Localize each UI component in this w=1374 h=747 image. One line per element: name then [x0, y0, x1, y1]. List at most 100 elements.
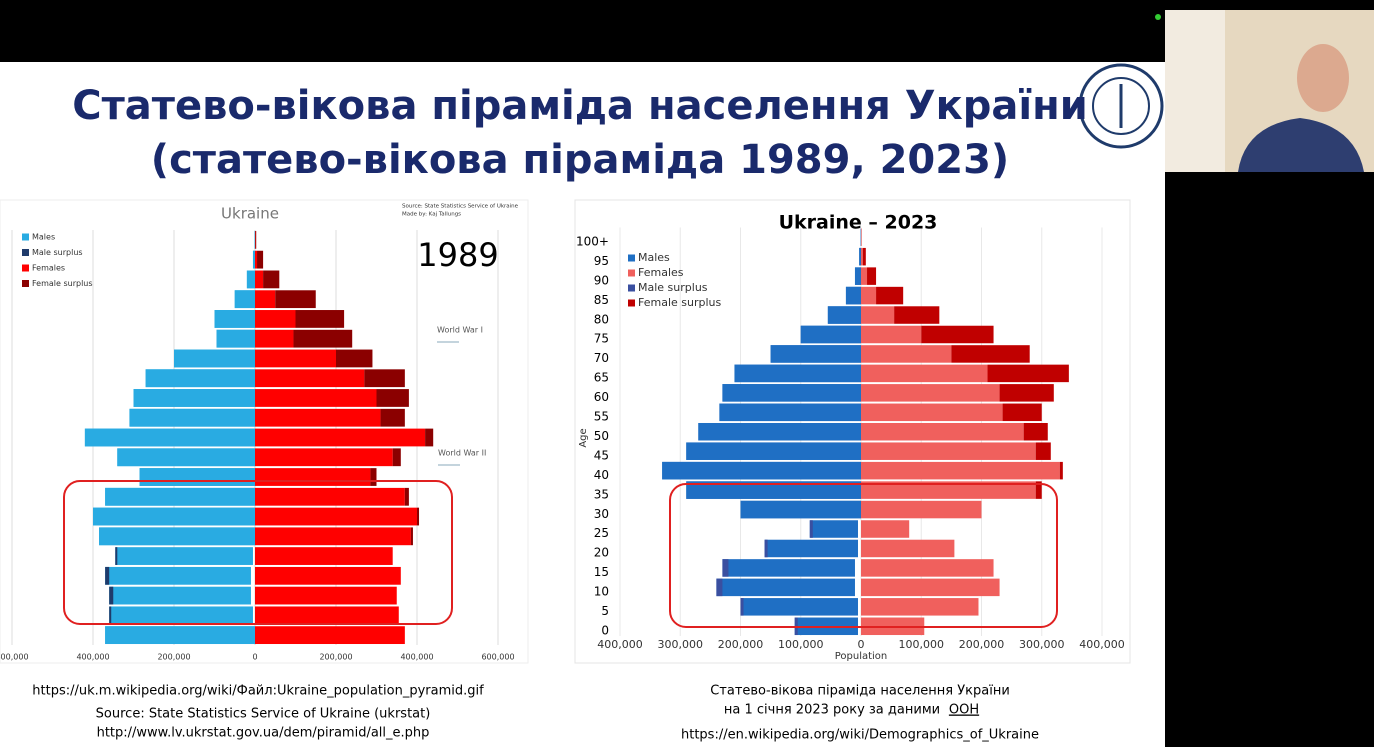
webcam-person-head: [1297, 44, 1349, 112]
y-tick-label: 80: [594, 312, 609, 326]
male-surplus-bar: [716, 578, 723, 597]
x-tick-label: 0: [858, 638, 865, 651]
female-bar: [255, 507, 417, 526]
x-tick-label: 400,000: [1079, 638, 1125, 651]
x-tick-label: 300,000: [658, 638, 704, 651]
female-bar: [255, 586, 397, 605]
y-tick-label: 5: [601, 604, 609, 618]
female-surplus-bar: [295, 310, 345, 328]
y-tick-label: 25: [594, 526, 609, 540]
male-bar: [139, 468, 255, 486]
male-bar: [145, 369, 255, 388]
y-tick-label: 15: [594, 565, 609, 579]
female-surplus-bar: [275, 290, 316, 309]
female-bar: [255, 468, 371, 486]
webcam-wall: [1165, 10, 1225, 172]
webcam-person-body: [1238, 118, 1364, 172]
female-surplus-bar: [425, 428, 434, 447]
female-surplus-bar: [404, 487, 409, 506]
female-surplus-bar: [410, 527, 413, 546]
male-bar: [246, 270, 255, 289]
female-bar: [255, 250, 258, 269]
y-tick-label: 45: [594, 448, 609, 462]
legend-swatch: [22, 249, 29, 256]
legend-swatch: [628, 254, 635, 262]
male-bar: [117, 448, 255, 467]
male-surplus-bar: [764, 539, 768, 558]
annotation: World War II: [438, 449, 486, 458]
male-bar: [716, 578, 855, 597]
x-tick-label: 200,000: [959, 638, 1005, 651]
male-bar: [214, 310, 255, 328]
male-bar: [93, 507, 255, 526]
y-tick-label: 30: [594, 507, 609, 521]
male-bar: [234, 290, 255, 309]
female-surplus-bar: [987, 364, 1069, 383]
male-bar: [99, 527, 255, 546]
female-surplus-bar: [862, 247, 866, 266]
female-surplus-bar: [263, 270, 280, 289]
female-bar: [255, 428, 426, 447]
male-bar: [827, 306, 861, 324]
caption-link[interactable]: ООН: [949, 703, 979, 718]
female-surplus-bar: [364, 369, 405, 388]
y-axis-label: Age: [578, 428, 589, 447]
highlight: [63, 480, 453, 625]
x-tick-label: 600,000: [0, 653, 29, 662]
female-bar: [861, 325, 922, 344]
male-bar: [686, 442, 861, 460]
male-bar: [859, 247, 861, 266]
male-bar: [84, 428, 256, 447]
legend-label: Females: [638, 266, 684, 279]
y-tick-label: 35: [594, 487, 609, 501]
y-tick-label: 85: [594, 293, 609, 307]
x-tick-label: 400,000: [597, 638, 643, 651]
legend-swatch: [628, 269, 635, 277]
y-tick-label: 0: [601, 624, 609, 638]
female-bar: [255, 527, 411, 546]
legend-label: Males: [32, 233, 55, 242]
legend-label: Male surplus: [32, 248, 83, 257]
male-bar: [734, 364, 861, 383]
caption: https://uk.m.wikipedia.org/wiki/Файл:Ukr…: [32, 684, 484, 699]
female-bar: [861, 384, 1000, 402]
legend-swatch: [628, 284, 635, 292]
male-bar: [740, 598, 858, 616]
y-tick-label: 90: [594, 273, 609, 287]
male-bar: [770, 345, 861, 363]
x-tick-label: 400,000: [400, 653, 433, 662]
female-surplus-bar: [1059, 461, 1063, 480]
y-tick-label: 95: [594, 254, 609, 268]
y-tick-label: 70: [594, 351, 609, 365]
slide-title: (статево-вікова піраміда 1989, 2023): [151, 137, 1009, 183]
female-bar: [861, 403, 1003, 422]
female-bar: [255, 270, 264, 289]
male-bar: [133, 389, 255, 407]
male-surplus-bar: [105, 566, 110, 585]
x-tick-label: 400,000: [76, 653, 109, 662]
male-bar: [105, 626, 256, 645]
female-bar: [861, 598, 979, 616]
male-surplus-bar: [809, 520, 813, 538]
male-bar: [115, 547, 253, 565]
female-surplus-bar: [380, 408, 405, 427]
legend-label: Females: [32, 264, 65, 273]
female-bar: [861, 306, 895, 324]
female-bar: [861, 267, 868, 285]
female-bar: [255, 606, 399, 625]
female-bar: [861, 422, 1024, 441]
female-surplus-bar: [370, 468, 377, 486]
male-bar: [845, 286, 861, 305]
female-bar: [255, 389, 377, 407]
female-bar: [861, 481, 1036, 499]
male-surplus-bar: [740, 598, 744, 616]
female-surplus-bar: [293, 329, 353, 348]
female-bar: [255, 329, 294, 348]
legend-label: Males: [638, 251, 670, 264]
caption: Source: State Statistics Service of Ukra…: [96, 707, 431, 722]
female-bar: [255, 566, 401, 585]
female-surplus-bar: [392, 448, 401, 467]
legend-swatch: [628, 299, 635, 307]
